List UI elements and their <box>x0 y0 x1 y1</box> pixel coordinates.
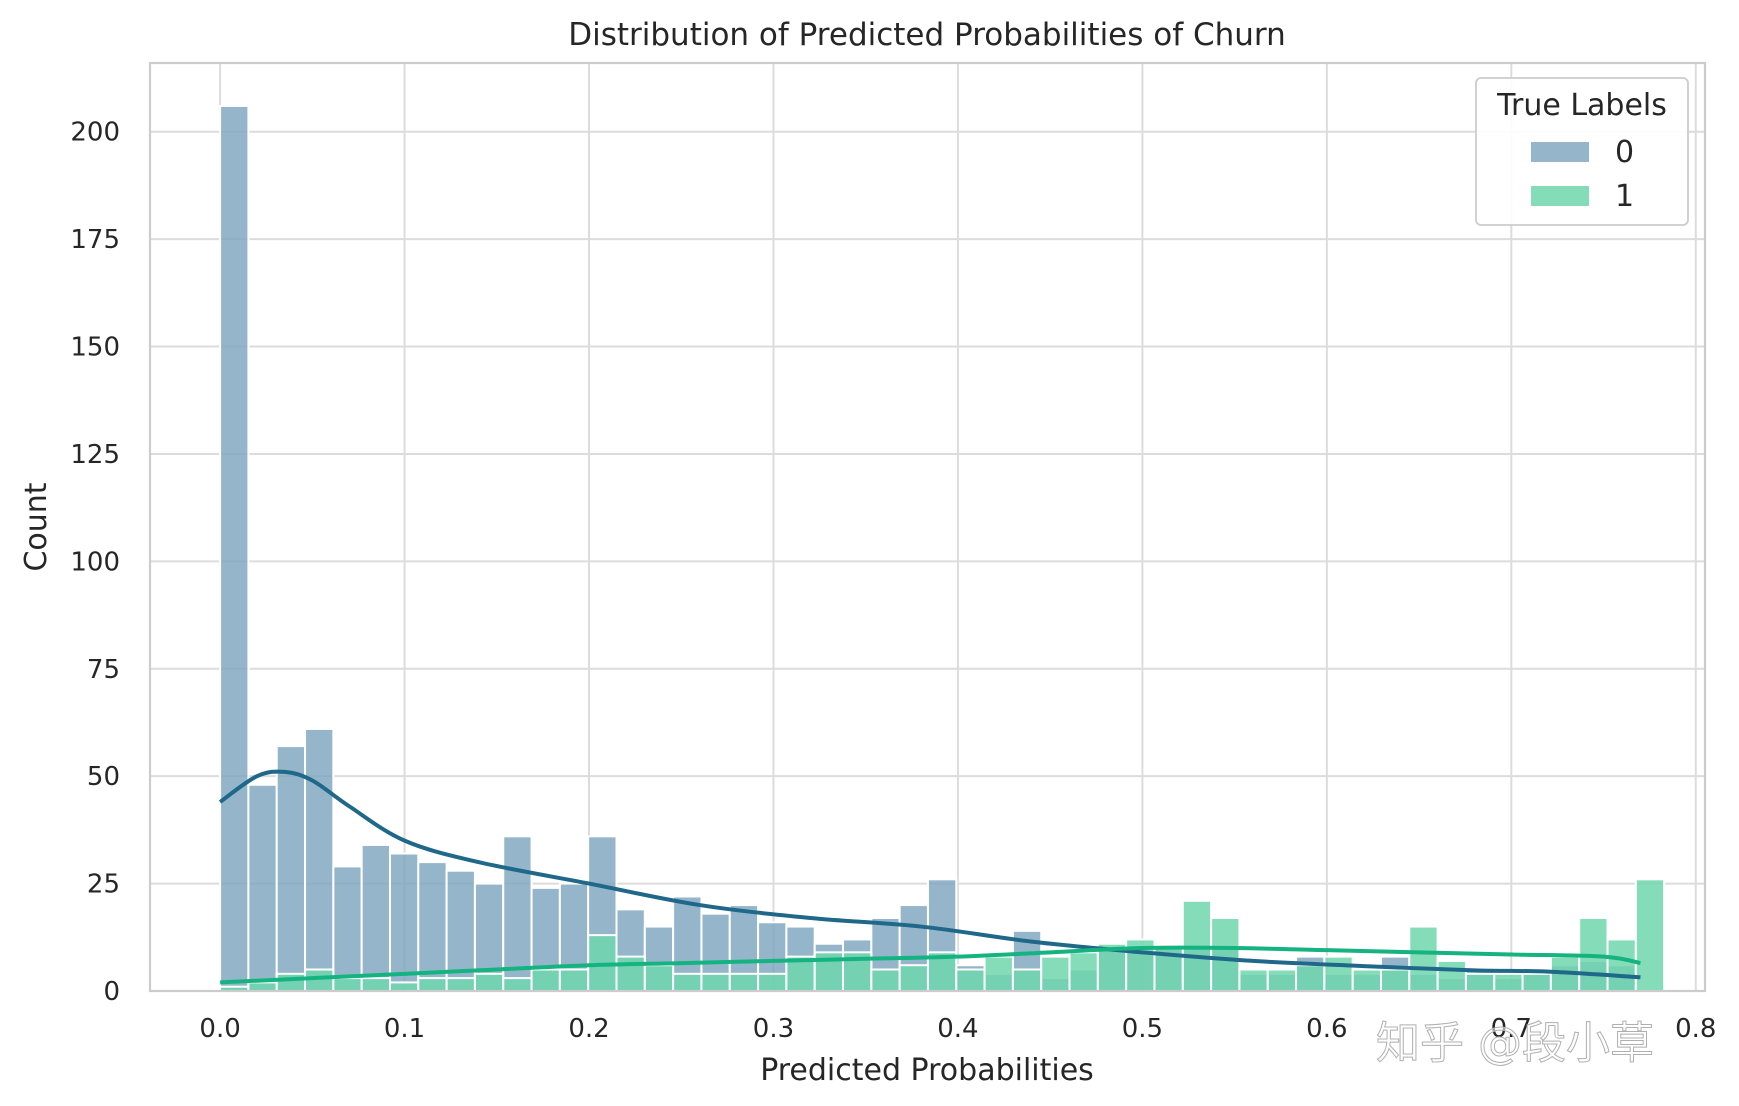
y-tick-label: 100 <box>70 547 120 577</box>
x-tick-label: 0.0 <box>199 1014 240 1044</box>
bar-series-1 <box>1238 968 1269 992</box>
x-tick-label: 0.3 <box>753 1014 794 1044</box>
bar-series-1 <box>1634 878 1666 993</box>
bar-series-1 <box>700 972 731 993</box>
y-tick-label: 50 <box>87 762 120 792</box>
bar-series-1 <box>1464 972 1496 993</box>
kde-curves <box>218 769 1641 985</box>
bar-series-1 <box>473 972 505 993</box>
bar-series-1 <box>558 968 590 992</box>
bar-series-1 <box>445 977 476 992</box>
y-axis-title: Count <box>19 482 54 571</box>
bar-series-1 <box>502 977 533 992</box>
x-tick-label: 0.2 <box>568 1014 609 1044</box>
kde-line-0 <box>218 769 1641 980</box>
bar-series-1 <box>1295 964 1326 993</box>
bar-series-1 <box>1266 968 1298 992</box>
legend-title: True Labels <box>1496 88 1667 123</box>
bar-series-0 <box>360 843 391 992</box>
legend-swatch-0 <box>1531 142 1589 162</box>
y-tick-label: 150 <box>70 333 120 363</box>
y-tick-label: 25 <box>87 870 120 900</box>
plot-frame <box>148 61 1707 993</box>
x-axis-title: Predicted Probabilities <box>760 1053 1094 1088</box>
watermark-text: 知乎 @段小草 <box>1376 1018 1654 1069</box>
bar-series-1 <box>247 981 278 993</box>
bar-series-0 <box>304 727 335 992</box>
chart-title: Distribution of Predicted Probabilities … <box>568 17 1286 53</box>
bar-series-1 <box>417 977 448 992</box>
y-axis-ticks: 0 25 50 75 100 125 150 175 200 <box>70 118 120 1007</box>
bar-series-0 <box>332 865 363 992</box>
bar-series-1 <box>1436 959 1467 992</box>
y-tick-label: 0 <box>103 977 120 1007</box>
bar-series-1 <box>643 964 675 993</box>
x-axis-ticks: 0.0 0.1 0.2 0.3 0.4 0.5 0.6 0.7 0.8 <box>199 1014 1716 1044</box>
bar-series-0 <box>502 835 533 992</box>
bar-series-1 <box>360 977 391 992</box>
legend-label-1: 1 <box>1615 179 1634 214</box>
bar-series-1 <box>757 972 788 993</box>
bar-series-1 <box>1493 972 1524 993</box>
bar-series-1 <box>672 972 703 993</box>
bar-series-1 <box>983 955 1014 993</box>
x-tick-label: 0.6 <box>1306 1014 1347 1044</box>
bar-series-1 <box>1606 938 1637 993</box>
bar-series-1 <box>1210 916 1241 992</box>
legend: True Labels 0 1 <box>1475 77 1689 226</box>
y-tick-label: 175 <box>70 225 120 255</box>
legend-swatch-1 <box>1531 186 1589 206</box>
bar-series-1 <box>304 968 335 992</box>
x-tick-label: 0.7 <box>1491 1014 1532 1044</box>
kde-line-1 <box>220 945 1641 985</box>
bar-series-1 <box>275 972 307 993</box>
bar-series-1 <box>1040 955 1071 993</box>
x-tick-label: 0.5 <box>1122 1014 1163 1044</box>
y-tick-label: 125 <box>70 440 120 470</box>
y-tick-label: 200 <box>70 118 120 148</box>
x-tick-label: 0.1 <box>384 1014 425 1044</box>
bar-series-1 <box>1379 968 1411 992</box>
bar-series-1 <box>530 968 561 992</box>
bar-series-1 <box>1521 972 1552 993</box>
bar-series-0 <box>388 852 420 992</box>
bar-series-0 <box>247 783 278 992</box>
bar-series-1 <box>1068 951 1099 992</box>
y-tick-label: 75 <box>87 655 120 685</box>
bar-series-1 <box>870 968 901 992</box>
bar-series-1 <box>1351 968 1382 992</box>
bar-series-1 <box>1323 955 1354 993</box>
bar-series-0 <box>219 104 250 993</box>
bar-series-1 <box>388 981 420 993</box>
legend-label-0: 0 <box>1615 135 1634 170</box>
bar-series-1 <box>728 972 760 993</box>
bar-series-1 <box>615 955 646 993</box>
bar-series-1 <box>1011 968 1043 992</box>
bar-series-1 <box>1408 925 1439 992</box>
bar-series-1 <box>898 964 929 993</box>
bar-series-1 <box>955 968 986 992</box>
x-tick-label: 0.4 <box>937 1014 978 1044</box>
x-tick-label: 0.8 <box>1675 1014 1716 1044</box>
bar-series-1 <box>332 977 363 992</box>
bar-series-0 <box>275 745 307 992</box>
